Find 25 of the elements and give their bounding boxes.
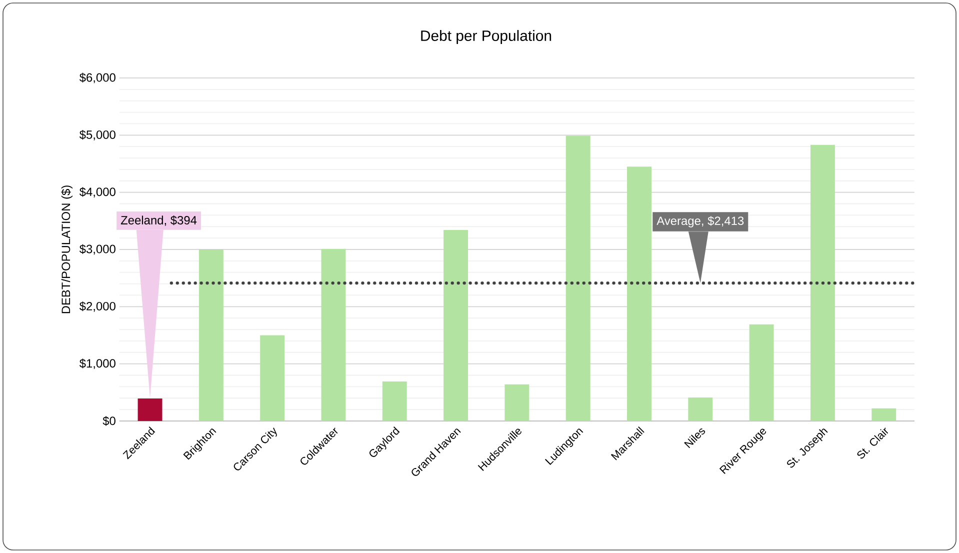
bar <box>566 136 590 421</box>
bar <box>872 408 896 421</box>
bar <box>198 249 224 421</box>
bar <box>749 324 774 421</box>
annotation: Zeeland, $394 <box>120 215 197 226</box>
bar <box>321 248 346 421</box>
y-tick-label: $2,000 <box>79 301 116 312</box>
y-tick-label: $1,000 <box>79 358 116 370</box>
chart-title: Debt per Population <box>421 30 552 44</box>
y-axis-title: DEBT/POPULATION ($) <box>61 186 72 314</box>
y-tick-label: $4,000 <box>79 187 116 198</box>
bar <box>138 398 162 421</box>
bar <box>688 398 713 421</box>
y-tick-label: $0 <box>102 416 116 426</box>
bar <box>627 166 652 421</box>
x-tick-label: St. Clair <box>857 428 888 459</box>
bar <box>382 382 407 421</box>
ref-line-label: Average, $2,413 <box>656 216 744 228</box>
y-tick-label: $3,000 <box>79 244 116 255</box>
bar <box>810 144 835 421</box>
bar <box>444 230 468 421</box>
y-tick-label: $5,000 <box>79 130 116 140</box>
bar <box>260 335 285 421</box>
bar <box>504 384 530 421</box>
y-tick-label: $6,000 <box>79 72 116 84</box>
